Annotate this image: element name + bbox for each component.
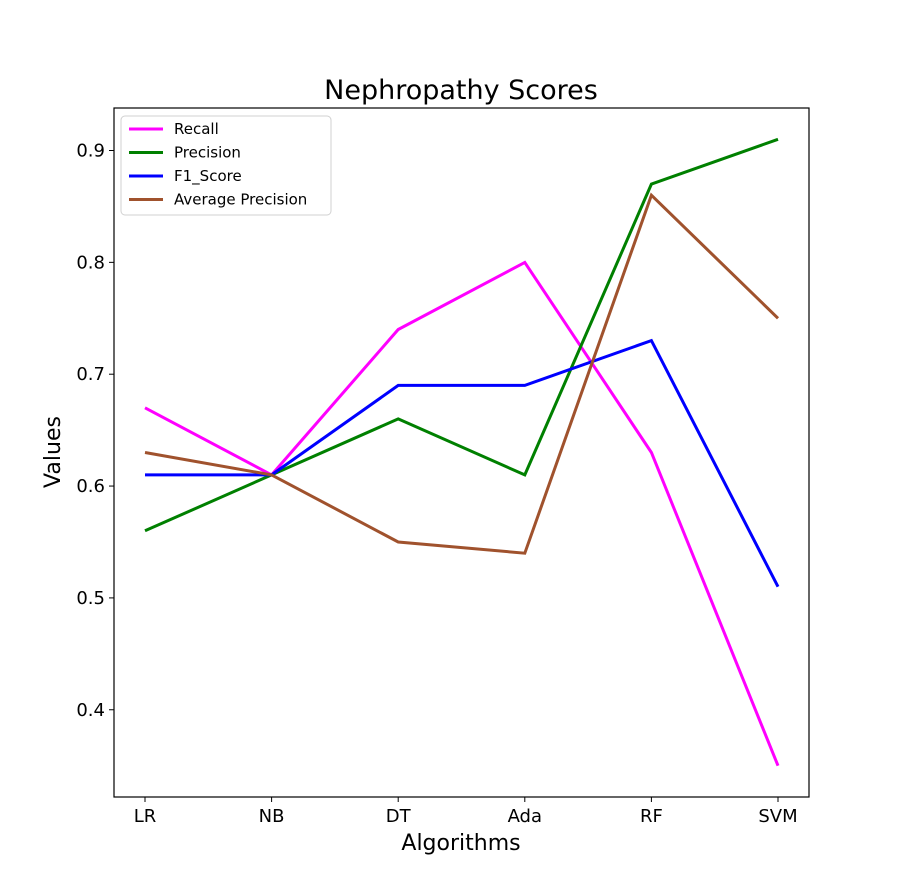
legend-label: Precision	[174, 144, 241, 162]
y-axis: 0.4 0.5 0.6 0.7 0.8 0.9	[76, 141, 114, 721]
legend-label: Average Precision	[174, 191, 307, 209]
y-tick-label: 0.8	[76, 252, 105, 273]
x-tick-label: SVM	[758, 806, 797, 827]
legend: Recall Precision F1_Score Average Precision	[120, 115, 332, 216]
legend-box	[120, 115, 332, 216]
series-line-average-precision	[144, 192, 780, 555]
x-tick-label: Ada	[508, 806, 542, 827]
series-line-f1-score	[145, 338, 780, 588]
legend-label: Recall	[174, 120, 219, 138]
x-tick-label: NB	[259, 806, 285, 827]
series-line-precision	[144, 137, 779, 533]
x-tick-label: RF	[640, 806, 663, 827]
y-tick-label: 0.6	[76, 476, 105, 497]
x-tick-label: DT	[386, 806, 412, 827]
x-axis-label: Algorithms	[401, 831, 520, 856]
y-axis-label: Values	[41, 416, 66, 488]
x-axis: LR NB DT Ada RF SVM	[134, 797, 798, 827]
x-tick-label: LR	[134, 806, 157, 827]
series-line-recall	[144, 260, 780, 767]
plot-area	[144, 137, 780, 767]
y-tick-label: 0.5	[76, 588, 105, 609]
chart-title: Nephropathy Scores	[324, 75, 598, 106]
y-tick-label: 0.4	[76, 700, 105, 721]
plot-frame	[113, 107, 810, 798]
y-tick-label: 0.7	[76, 364, 105, 385]
y-tick-label: 0.9	[76, 141, 105, 162]
legend-label: F1_Score	[174, 167, 242, 186]
